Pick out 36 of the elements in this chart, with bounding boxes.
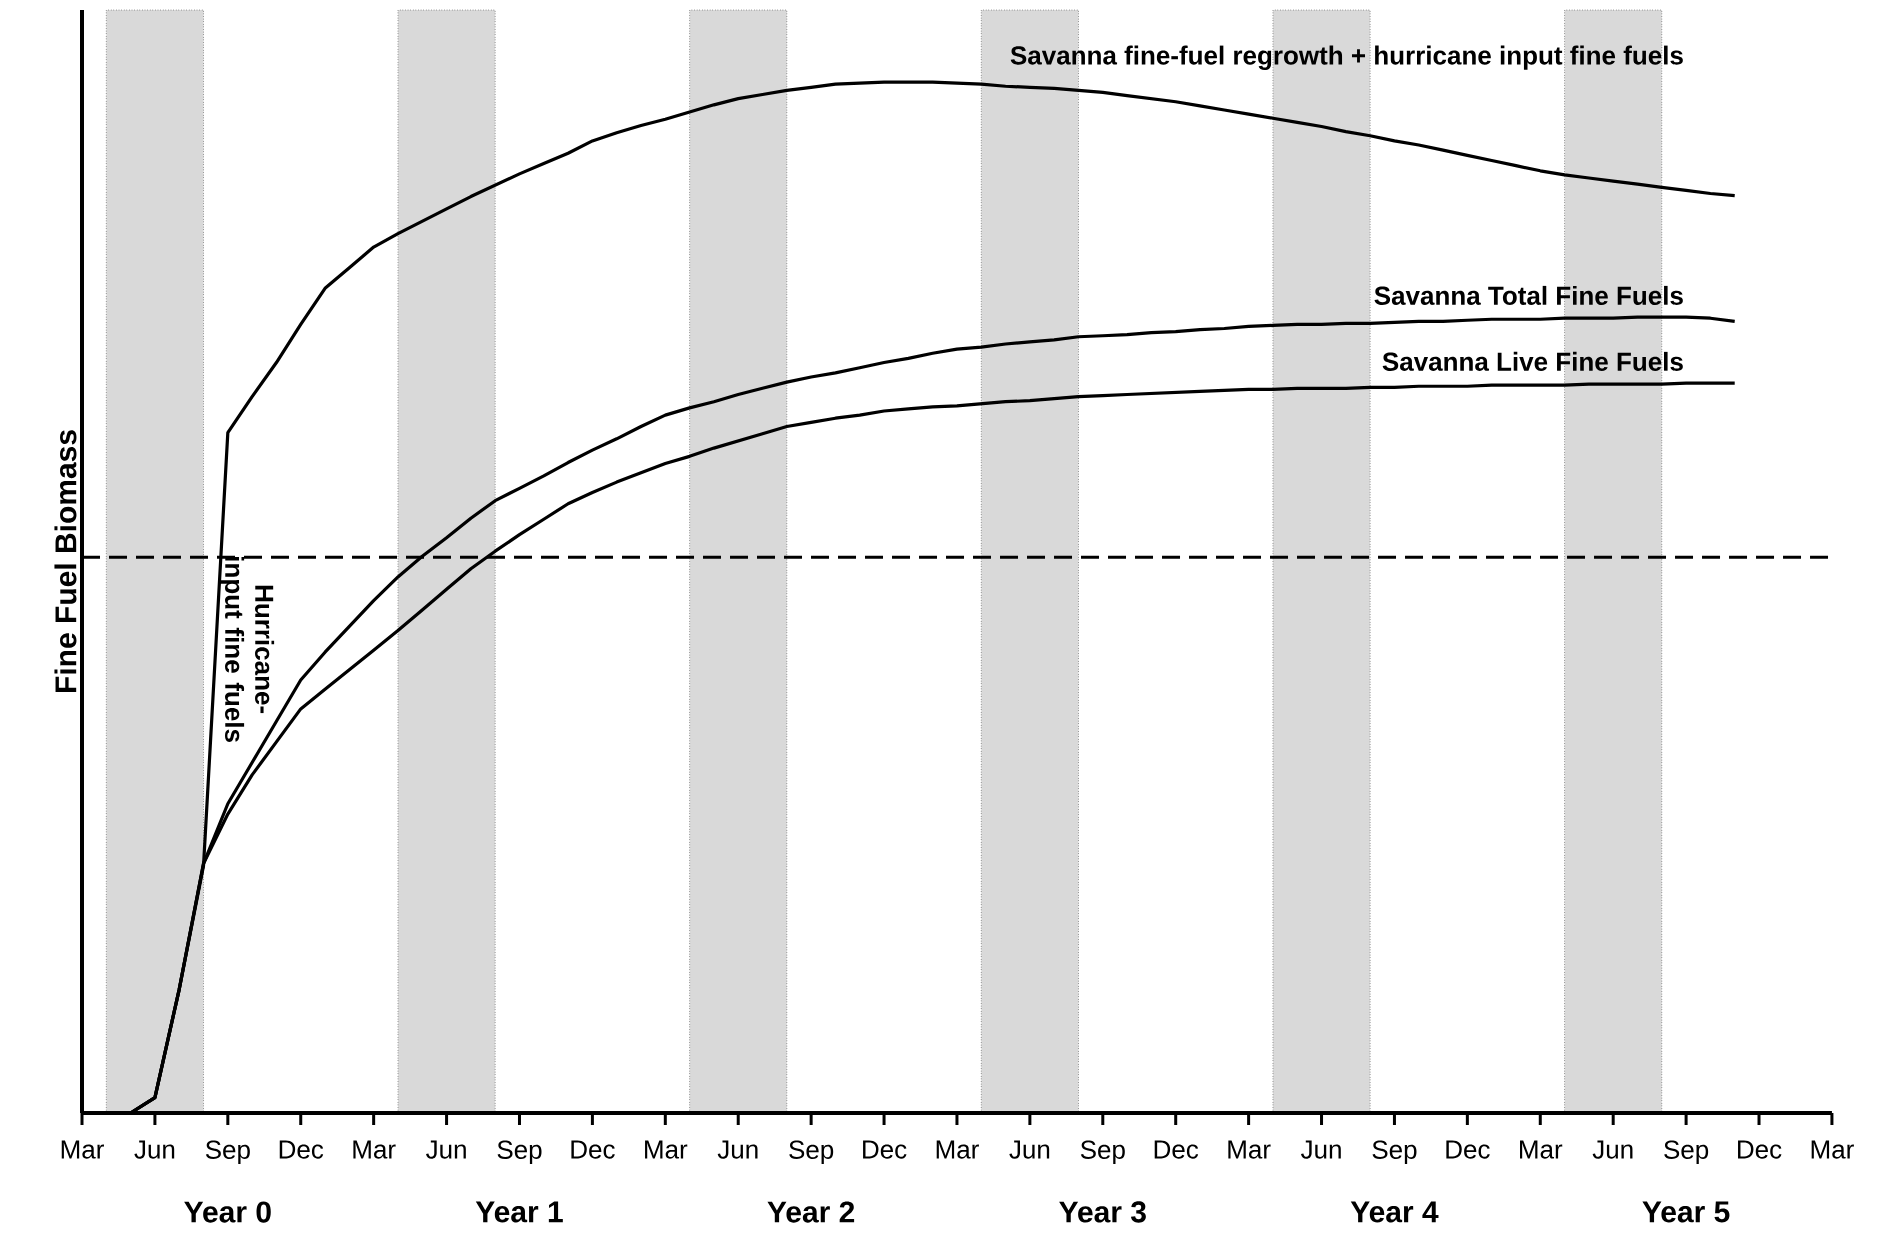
x-tick-label: Mar: [61, 1140, 104, 1159]
text: Year 2: [767, 1201, 855, 1223]
x-tick-label: Dec: [1446, 1140, 1490, 1159]
x-tick-label: Jun: [1009, 1140, 1050, 1159]
x-tick-label: Jun: [1300, 1140, 1341, 1159]
x-tick-label: Mar: [1520, 1140, 1563, 1159]
x-tick-label: Sep: [497, 1140, 542, 1165]
text: Year 5: [1642, 1201, 1730, 1223]
x-tick-label: Mar: [1811, 1140, 1854, 1159]
x-tick-label: Jun: [134, 1140, 175, 1159]
x-tick-label: Jun: [1592, 1140, 1633, 1159]
x-tick-label: Sep: [1664, 1140, 1709, 1165]
x-tick-label: Jun: [717, 1140, 758, 1159]
x-tick-label: Sep: [1372, 1140, 1417, 1165]
series-label: Savanna Total Fine Fuels: [1374, 285, 1683, 305]
x-tick-label: Dec: [571, 1140, 615, 1159]
text: Year 1: [475, 1201, 563, 1223]
x-tick-label: Mar: [1228, 1140, 1271, 1159]
x-tick-label: Jun: [426, 1140, 466, 1159]
text: Year 3: [1059, 1201, 1146, 1223]
series-label: Savanna fine-fuel regrowth + hurricane input fine fuels: [1010, 45, 1683, 70]
x-tick-label: Mar: [936, 1140, 979, 1159]
annotation: Hurricane-input fine fuels: [219, 557, 275, 742]
x-tick-label: Mar: [645, 1140, 688, 1159]
x-tick-label: Sep: [1080, 1140, 1125, 1165]
x-tick-label: Sep: [789, 1140, 834, 1165]
x-tick-label: Dec: [279, 1140, 324, 1159]
series-label: Savanna Live Fine Fuels: [1382, 351, 1683, 371]
text: Year 0: [184, 1201, 271, 1223]
y-axis-title: Fine Fuel Biomass: [54, 430, 77, 693]
x-tick-label: Mar: [353, 1140, 396, 1159]
x-tick-label: Sep: [205, 1140, 250, 1165]
x-tick-label: Dec: [1738, 1140, 1782, 1159]
x-tick-label: Dec: [1154, 1140, 1199, 1159]
x-tick-label: Dec: [863, 1140, 907, 1159]
text: Year 4: [1350, 1201, 1439, 1223]
